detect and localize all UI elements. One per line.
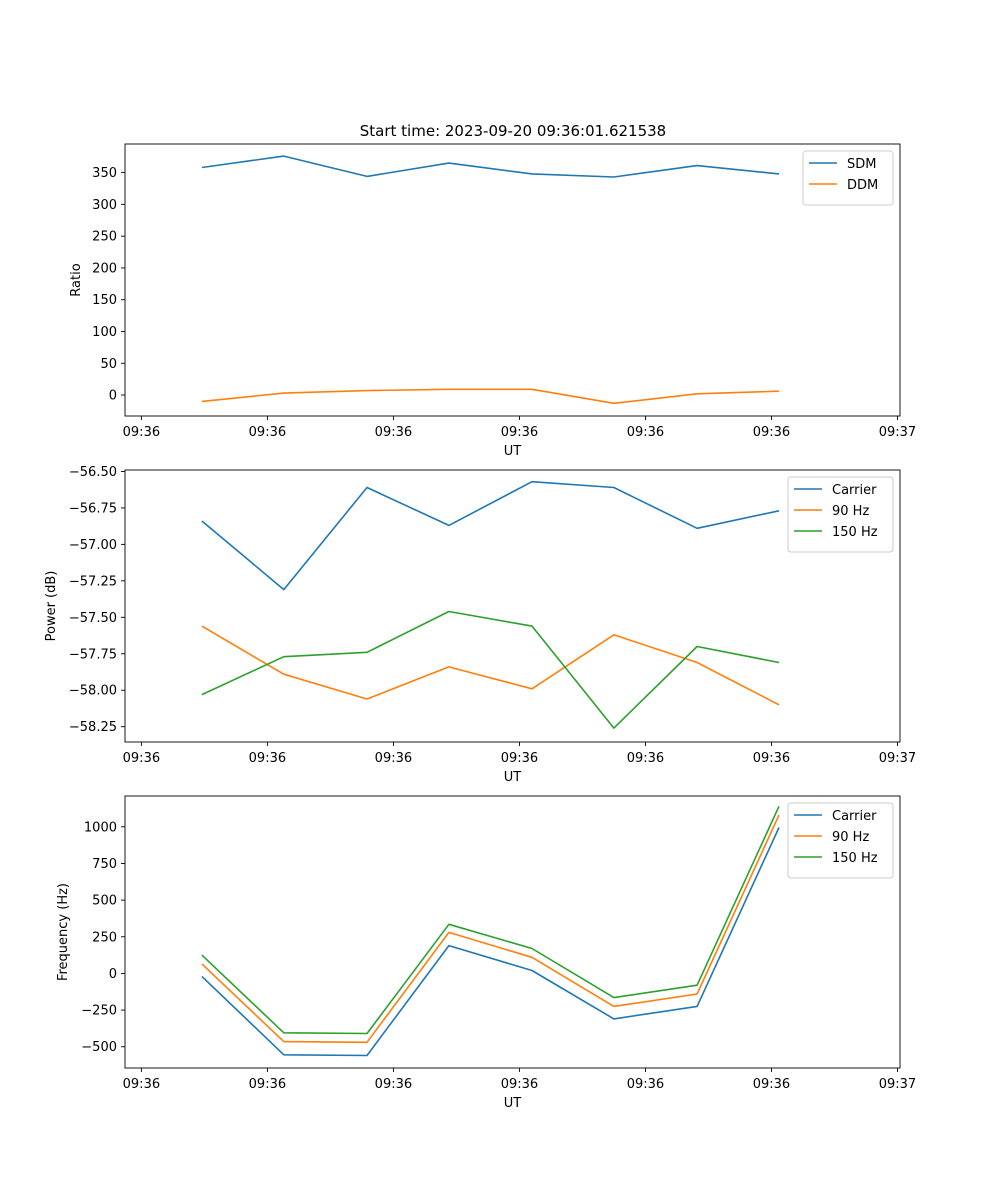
legend-box	[787, 476, 894, 553]
x-tick-label: 09:36	[249, 425, 286, 440]
x-tick-label: 09:36	[627, 425, 664, 440]
series-line-90-hz	[201, 814, 780, 1044]
y-tick-label: 350	[92, 166, 117, 181]
legend-label: Carrier	[832, 483, 877, 498]
legend-label: SDM	[847, 157, 876, 172]
y-axis-label: Power (dB)	[44, 571, 59, 642]
x-tick-label: 09:37	[879, 1077, 916, 1092]
x-tick-label: 09:36	[249, 1077, 286, 1092]
y-tick-label: −56.75	[69, 501, 117, 516]
x-tick-label: 09:36	[123, 1077, 160, 1092]
x-tick-label: 09:36	[501, 425, 538, 440]
legend-label: 150 Hz	[832, 851, 878, 866]
y-tick-label: −57.50	[69, 611, 117, 626]
y-tick-label: 750	[92, 857, 117, 872]
axes-frame	[124, 469, 901, 743]
legend-label: 90 Hz	[832, 830, 869, 845]
axes-frame	[124, 143, 901, 417]
x-tick-label: 09:37	[879, 425, 916, 440]
y-tick-label: 200	[92, 261, 117, 276]
legend-box	[787, 802, 894, 879]
legend-label: 150 Hz	[832, 525, 878, 540]
x-axis-label: UT	[504, 444, 522, 459]
y-tick-label: −57.00	[69, 538, 117, 553]
series-line-90-hz	[201, 625, 780, 706]
x-axis-label: UT	[504, 1096, 522, 1111]
legend: Carrier 90 Hz 150 Hz	[787, 802, 894, 879]
y-tick-label: 250	[92, 930, 117, 945]
y-tick-label: 50	[100, 357, 117, 372]
x-tick-label: 09:36	[501, 751, 538, 766]
x-tick-label: 09:36	[627, 751, 664, 766]
series-line-carrier	[201, 827, 780, 1057]
series-line-150-hz	[201, 805, 780, 1035]
y-tick-label: −500	[81, 1040, 117, 1055]
x-tick-label: 09:36	[501, 1077, 538, 1092]
series-line-carrier	[201, 480, 780, 591]
series-line-sdm	[201, 155, 780, 178]
legend-box	[802, 150, 894, 206]
x-tick-label: 09:36	[627, 1077, 664, 1092]
legend-label: DDM	[847, 178, 878, 193]
y-tick-label: 0	[109, 967, 117, 982]
y-tick-label: 500	[92, 894, 117, 909]
x-tick-label: 09:36	[123, 425, 160, 440]
axes-frame	[124, 795, 901, 1069]
figure-title: Start time: 2023-09-20 09:36:01.621538	[360, 122, 666, 140]
panel-1: 09:36 09:36 09:36 09:36 09:36 09:36 09:37 0 50 10…	[69, 143, 916, 459]
legend-label: Carrier	[832, 809, 877, 824]
y-tick-label: −57.75	[69, 647, 117, 662]
y-tick-label: 150	[92, 293, 117, 308]
panels: 09:36 09:36 09:36 09:36 09:36 09:36 09:37 0 50 10…	[44, 143, 916, 1111]
y-tick-label: 250	[92, 230, 117, 245]
y-tick-label: −58.00	[69, 684, 117, 699]
x-axis-label: UT	[504, 770, 522, 785]
legend: SDM DDM	[802, 150, 894, 206]
x-tick-label: 09:36	[753, 425, 790, 440]
y-tick-label: −58.25	[69, 720, 117, 735]
x-tick-label: 09:36	[375, 751, 412, 766]
x-tick-label: 09:36	[753, 751, 790, 766]
x-tick-label: 09:36	[123, 751, 160, 766]
series-line-ddm	[201, 388, 780, 405]
y-tick-label: −56.50	[69, 465, 117, 480]
legend: Carrier 90 Hz 150 Hz	[787, 476, 894, 553]
y-axis-label: Ratio	[69, 263, 84, 296]
y-tick-label: 1000	[84, 820, 117, 835]
panel-2: 09:36 09:36 09:36 09:36 09:36 09:36 09:37 −58.2…	[44, 465, 916, 785]
legend-label: 90 Hz	[832, 504, 869, 519]
y-axis-label: Frequency (Hz)	[56, 883, 71, 981]
x-tick-label: 09:36	[375, 425, 412, 440]
x-tick-label: 09:36	[753, 1077, 790, 1092]
y-tick-label: −250	[81, 1004, 117, 1019]
x-tick-label: 09:36	[249, 751, 286, 766]
series-line-150-hz	[201, 610, 780, 729]
y-tick-label: 100	[92, 325, 117, 340]
x-tick-label: 09:36	[375, 1077, 412, 1092]
y-tick-label: 300	[92, 198, 117, 213]
panel-3: 09:36 09:36 09:36 09:36 09:36 09:36 09:37 −500 −…	[56, 795, 916, 1111]
y-tick-label: −57.25	[69, 574, 117, 589]
y-tick-label: 0	[109, 389, 117, 404]
x-tick-label: 09:37	[879, 751, 916, 766]
